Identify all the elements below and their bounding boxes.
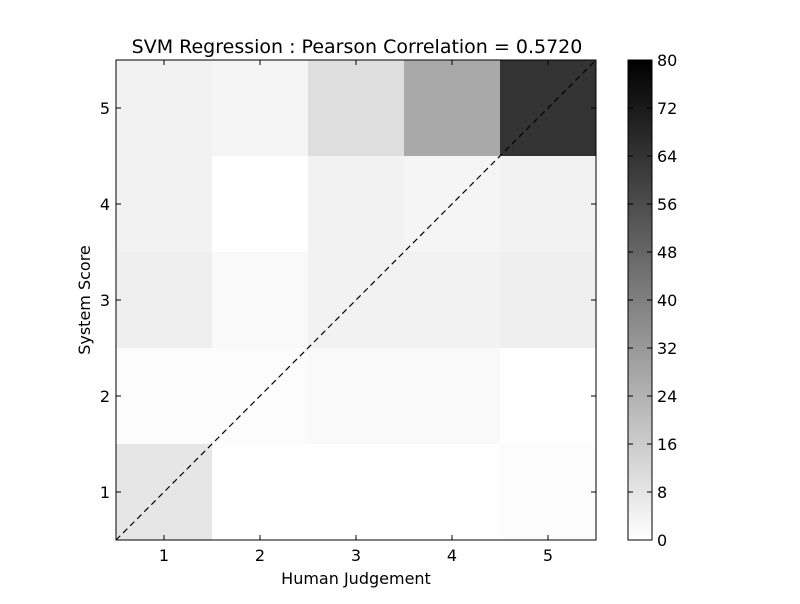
heatmap-cells bbox=[116, 60, 596, 540]
heatmap-cell-x3-y1 bbox=[308, 444, 404, 540]
colorbar-tick-label-32: 32 bbox=[657, 339, 677, 358]
heatmap-cell-x2-y4 bbox=[212, 156, 308, 252]
y-tick-label-1: 1 bbox=[100, 483, 110, 502]
y-tick-label-4: 4 bbox=[100, 195, 110, 214]
heatmap-cell-x2-y5 bbox=[212, 60, 308, 156]
x-tick-label-5: 5 bbox=[543, 546, 553, 565]
colorbar-tick-label-16: 16 bbox=[657, 435, 677, 454]
y-tick-label-5: 5 bbox=[100, 99, 110, 118]
heatmap-cell-x1-y4 bbox=[116, 156, 212, 252]
heatmap-cell-x1-y3 bbox=[116, 252, 212, 348]
colorbar-tick-label-72: 72 bbox=[657, 99, 677, 118]
heatmap-cell-x4-y3 bbox=[404, 252, 500, 348]
heatmap-cell-x5-y4 bbox=[500, 156, 596, 252]
heatmap-cell-x4-y1 bbox=[404, 444, 500, 540]
y-tick-label-3: 3 bbox=[100, 291, 110, 310]
colorbar: 0 8 16 24 32 40 48 56 64 72 80 bbox=[627, 51, 677, 550]
y-axis-label: System Score bbox=[75, 245, 94, 355]
heatmap-cell-x3-y2 bbox=[308, 348, 404, 444]
axis-ticks-layer: 1 2 3 4 5 1 2 3 4 5 bbox=[100, 60, 596, 565]
x-tick-label-3: 3 bbox=[351, 546, 361, 565]
colorbar-tick-label-24: 24 bbox=[657, 387, 677, 406]
x-tick-label-2: 2 bbox=[255, 546, 265, 565]
heatmap-cell-x1-y5 bbox=[116, 60, 212, 156]
heatmap-cell-x2-y3 bbox=[212, 252, 308, 348]
heatmap-cell-x4-y2 bbox=[404, 348, 500, 444]
heatmap-cell-x2-y1 bbox=[212, 444, 308, 540]
colorbar-tick-label-40: 40 bbox=[657, 291, 677, 310]
heatmap-cell-x5-y2 bbox=[500, 348, 596, 444]
chart-title: SVM Regression : Pearson Correlation = 0… bbox=[132, 36, 583, 58]
heatmap-cell-x5-y1 bbox=[500, 444, 596, 540]
colorbar-tick-label-48: 48 bbox=[657, 243, 677, 262]
reference-line-layer bbox=[115, 59, 597, 541]
colorbar-tick-label-56: 56 bbox=[657, 195, 677, 214]
heatmap-cell-x3-y4 bbox=[308, 156, 404, 252]
heatmap-cell-x4-y5 bbox=[404, 60, 500, 156]
x-tick-label-1: 1 bbox=[159, 546, 169, 565]
heatmap-cell-x1-y2 bbox=[116, 348, 212, 444]
colorbar-tick-label-0: 0 bbox=[657, 531, 667, 550]
x-axis-label: Human Judgement bbox=[281, 569, 431, 588]
diagonal-reference-line bbox=[115, 59, 597, 541]
colorbar-tick-label-8: 8 bbox=[657, 483, 667, 502]
heatmap-cell-x5-y3 bbox=[500, 252, 596, 348]
colorbar-tick-label-80: 80 bbox=[657, 51, 677, 70]
heatmap-cell-x3-y5 bbox=[308, 60, 404, 156]
x-tick-label-4: 4 bbox=[447, 546, 457, 565]
colorbar-tick-label-64: 64 bbox=[657, 147, 677, 166]
y-tick-label-2: 2 bbox=[100, 387, 110, 406]
